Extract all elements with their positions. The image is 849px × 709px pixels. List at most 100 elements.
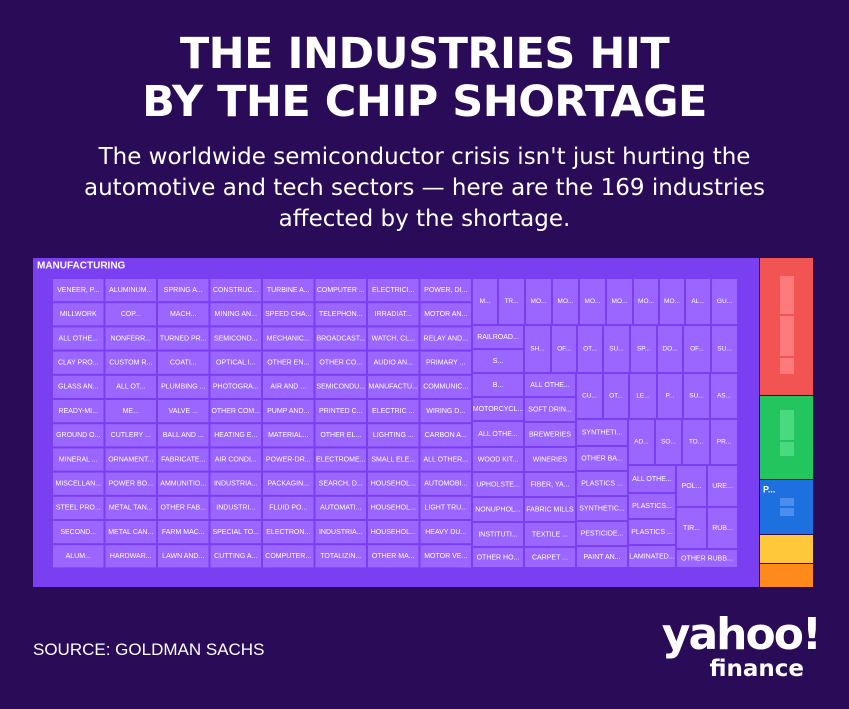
treemap-cell <box>314 374 367 400</box>
treemap-cell <box>603 325 630 373</box>
treemap-cell-label: CUSTOM R... <box>109 360 152 367</box>
treemap-cell <box>157 447 210 472</box>
treemap-cell <box>104 520 157 545</box>
treemap-cell-label: FIBER, YA... <box>530 481 569 488</box>
treemap-cell-label: INSTITUTI... <box>478 531 517 538</box>
treemap-cell <box>472 349 524 373</box>
treemap-cell-label: DO... <box>662 346 677 353</box>
treemap-cell <box>157 302 210 327</box>
treemap-cell-label: PACKAGIN... <box>268 481 310 488</box>
treemap-cell <box>104 423 157 448</box>
treemap-cell <box>472 325 524 349</box>
treemap-cell-label: TURBINE A... <box>267 287 310 294</box>
treemap-cell <box>52 447 105 472</box>
treemap-cell-label: ELECTROME... <box>316 456 365 463</box>
treemap-cell <box>314 520 367 545</box>
treemap-cell <box>367 302 420 327</box>
treemap-cell-label: COMPUTER... <box>265 553 311 560</box>
treemap-cell-label: MO... <box>585 298 601 305</box>
treemap-cell <box>472 522 524 547</box>
treemap-cell <box>367 544 420 569</box>
treemap-cell-label: CARPET ... <box>532 554 568 561</box>
treemap-cell <box>209 326 262 351</box>
treemap-cell-label: OTHER BA... <box>581 455 623 462</box>
treemap-cell-label: ELECTRON... <box>266 529 310 536</box>
treemap-cell <box>367 423 420 448</box>
treemap-cell-label: MO... <box>664 298 680 305</box>
treemap-cell-label: ALUM... <box>66 553 91 560</box>
treemap-cell <box>472 397 524 421</box>
treemap-cell <box>157 495 210 521</box>
treemap-cell-label: B... <box>493 382 504 389</box>
treemap-cell <box>711 278 738 325</box>
treemap-cell-label: ALL OTHER... <box>424 456 469 463</box>
treemap-cell <box>157 374 210 400</box>
treemap-cell-label: SH... <box>530 346 545 353</box>
treemap-cell <box>630 325 657 373</box>
treemap-cell-label: NONFERR... <box>111 335 152 342</box>
treemap-cell <box>157 350 210 375</box>
treemap-cell <box>367 278 420 303</box>
manufacturing-label: MANUFACTURING <box>37 261 126 272</box>
treemap-cell <box>524 522 576 547</box>
treemap-cell-label: SO... <box>661 439 676 446</box>
treemap-cell-label: SPRING A... <box>164 287 203 294</box>
treemap-cell-label: AL... <box>691 298 705 305</box>
treemap-cell <box>576 446 628 471</box>
treemap-cell-label: ME... <box>123 408 139 415</box>
treemap-cell-label: CLAY PRO... <box>58 360 99 367</box>
treemap-cell-label: OTHER COM... <box>211 408 260 415</box>
treemap-cell-label: OPTICAL I... <box>216 360 255 367</box>
treemap-cell <box>52 278 105 303</box>
treemap-cell-label: TURNED PR... <box>160 335 207 342</box>
treemap-cell-label: OT... <box>609 393 623 400</box>
treemap-cell-label: LIGHT TRU... <box>424 505 467 512</box>
treemap-cell <box>629 373 657 419</box>
treemap-cell <box>367 495 420 521</box>
treemap-cell-label: RUB... <box>712 525 733 532</box>
treemap-cell-label: MO... <box>558 298 574 305</box>
treemap-cell-label: NONUPHOL... <box>475 506 521 513</box>
treemap-cell-label: INDUSTRI... <box>216 505 255 512</box>
treemap-cell <box>262 302 315 327</box>
treemap-cell-label: PLASTICS... <box>632 503 672 510</box>
treemap-cell <box>685 278 711 325</box>
treemap-cell <box>262 374 315 400</box>
treemap-cell-label: P... <box>666 393 675 400</box>
treemap-cell <box>419 278 472 303</box>
sector-block-orange <box>760 564 813 587</box>
treemap-cell <box>52 423 105 448</box>
treemap-cell <box>657 373 683 419</box>
treemap-cell <box>157 278 210 303</box>
treemap-cell-label: CONSTRUC... <box>213 287 259 294</box>
treemap-cell-label: HOUSEHOL... <box>371 481 416 488</box>
treemap-cell-label: COATI... <box>170 360 197 367</box>
treemap-cell <box>52 495 105 521</box>
treemap-cell-label: PLASTICS ... <box>581 480 623 487</box>
chart-subtitle: The worldwide semiconductor crisis isn't… <box>84 144 765 232</box>
treemap-cell-label: M... <box>480 298 491 305</box>
treemap-cell <box>683 373 710 419</box>
treemap-cell <box>209 495 262 521</box>
treemap-cell <box>657 325 683 373</box>
treemap-cell-label: COMMUNIC... <box>423 384 468 391</box>
treemap-cell <box>157 471 210 496</box>
treemap-cell-label: CARBON A... <box>425 432 467 439</box>
treemap-cell <box>104 302 157 327</box>
treemap-cell-label: CU... <box>582 393 597 400</box>
treemap-cell-label: POWER-DR... <box>266 456 311 463</box>
treemap-cell <box>157 544 210 569</box>
treemap-cell-label: TELEPHON... <box>319 311 363 318</box>
treemap-cell-label: MOTORCYCL... <box>473 406 523 413</box>
treemap-cell <box>579 278 606 325</box>
treemap-cell-label: POL... <box>682 483 702 490</box>
treemap-cell <box>157 399 210 424</box>
treemap-cell-label: MILLWORK <box>60 311 97 318</box>
treemap-cell-label: ALL OTHE... <box>530 382 569 389</box>
treemap-cell-label: OTHER HO... <box>477 554 520 561</box>
treemap-cell <box>209 278 262 303</box>
treemap-cell-label: SECOND... <box>60 529 96 536</box>
treemap-cell-label: FABRICATE... <box>161 456 205 463</box>
treemap-cell <box>628 465 676 493</box>
treemap-cell-label: COP... <box>121 311 141 318</box>
